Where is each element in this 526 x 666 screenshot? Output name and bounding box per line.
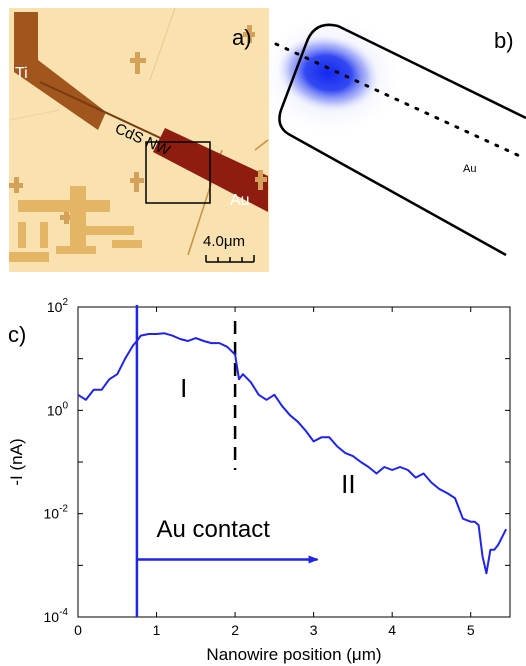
x-tick-label: 5 <box>467 622 475 638</box>
current-series-line <box>77 332 507 575</box>
y-tick-label: 102 <box>47 297 69 315</box>
alignment-marks <box>9 25 267 224</box>
series-layer <box>77 332 507 575</box>
x-tick-label: 4 <box>388 622 396 638</box>
region-label: I <box>180 373 187 403</box>
nanowire-path <box>274 42 526 160</box>
au-outline-label: Au <box>463 163 476 175</box>
ti-electrode <box>14 12 106 130</box>
panel-c-label: c) <box>8 322 26 347</box>
ti-label: Ti <box>15 65 28 82</box>
scale-bar <box>205 255 255 263</box>
photocurrent-spot <box>278 36 382 114</box>
x-tick-label: 2 <box>231 622 239 638</box>
y-tick-label: 10-2 <box>44 504 69 522</box>
y-axis: 102 100 10-2 10-4 <box>44 297 510 625</box>
panel-b-map: Au a) b) <box>232 15 526 257</box>
au-contact-label: Au contact <box>157 516 271 543</box>
scratch <box>8 109 61 121</box>
scale-bar-label: 4.0μm <box>203 233 245 250</box>
x-tick-label: 0 <box>74 622 82 638</box>
contact-pads <box>9 186 142 262</box>
panel-a-label: a) <box>232 25 252 50</box>
x-axis: 0 1 2 3 4 5 <box>74 307 475 638</box>
x-axis-label: Nanowire position (μm) <box>206 645 381 664</box>
x-tick-label: 1 <box>153 622 161 638</box>
plot-area <box>77 306 511 618</box>
panel-b-label: b) <box>494 28 514 53</box>
y-axis-label: -I (nA) <box>7 438 26 485</box>
au-label: Au <box>230 192 250 209</box>
panel-a-image: Ti CdS NW Au 4.0μm <box>8 7 269 272</box>
reference-lines <box>135 305 237 617</box>
selection-box <box>145 141 211 204</box>
region-label: II <box>341 469 355 499</box>
y-tick-label: 100 <box>47 400 69 418</box>
au-electrode-outline <box>278 23 526 257</box>
scratch <box>149 7 176 81</box>
y-tick-label: 10-4 <box>44 607 69 625</box>
x-tick-label: 3 <box>310 622 318 638</box>
side-wire <box>254 139 269 151</box>
